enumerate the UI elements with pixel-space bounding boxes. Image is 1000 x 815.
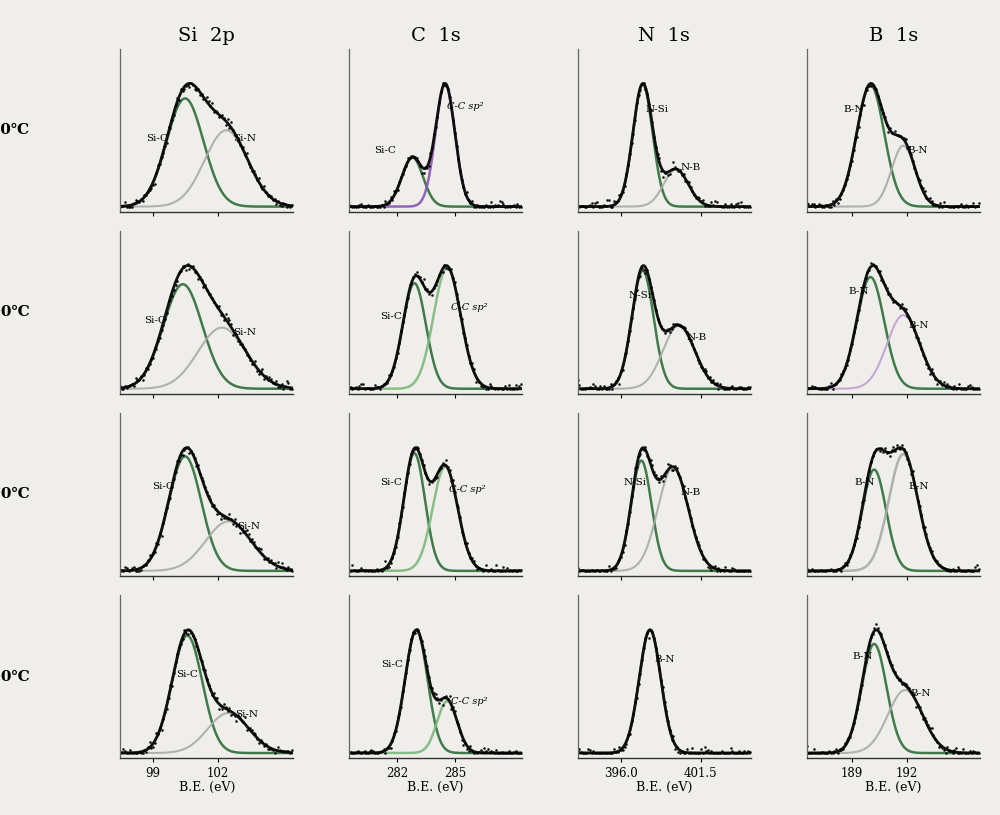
Text: Si-C: Si-C [144, 315, 166, 324]
Text: N-B: N-B [680, 488, 701, 497]
X-axis label: B.E. (eV): B.E. (eV) [636, 782, 693, 795]
Text: B-N: B-N [909, 320, 929, 329]
Text: Si-N: Si-N [233, 134, 256, 143]
Title: C  1s: C 1s [411, 27, 460, 45]
X-axis label: B.E. (eV): B.E. (eV) [865, 782, 921, 795]
Text: N-Si: N-Si [624, 478, 647, 487]
Text: N-B: N-B [686, 333, 706, 342]
Title: B  1s: B 1s [869, 27, 918, 45]
Text: Si-N: Si-N [233, 328, 256, 337]
Text: N-Si: N-Si [646, 105, 669, 114]
Text: B-N: B-N [852, 652, 873, 661]
Text: B-N: B-N [907, 146, 927, 155]
Text: B-N: B-N [843, 105, 864, 114]
Text: Si-C: Si-C [380, 478, 402, 487]
Text: N-B: N-B [680, 163, 701, 172]
Text: Si-C: Si-C [146, 134, 168, 143]
Text: Si-C: Si-C [176, 670, 198, 679]
Text: C-C sp²: C-C sp² [451, 697, 487, 707]
X-axis label: B.E. (eV): B.E. (eV) [179, 782, 235, 795]
Title: Si  2p: Si 2p [178, 27, 235, 45]
Text: Si-C: Si-C [382, 660, 403, 669]
Text: Si-C: Si-C [374, 146, 396, 155]
X-axis label: B.E. (eV): B.E. (eV) [407, 782, 464, 795]
Text: B-N: B-N [909, 482, 929, 491]
Title: N  1s: N 1s [638, 27, 690, 45]
Text: Si-C: Si-C [380, 312, 402, 321]
Text: C-C sp²: C-C sp² [451, 303, 487, 312]
Text: B-N: B-N [849, 288, 869, 297]
Text: Si-C: Si-C [153, 482, 174, 491]
Text: C-C sp²: C-C sp² [447, 102, 484, 111]
Text: B-N: B-N [854, 478, 875, 487]
Text: Si-N: Si-N [235, 710, 258, 719]
Text: 1100℃: 1100℃ [0, 306, 30, 319]
Text: Si-N: Si-N [237, 522, 260, 531]
Text: B-N: B-N [654, 655, 675, 664]
Text: 1600℃: 1600℃ [0, 670, 30, 684]
Text: N-Si: N-Si [628, 291, 651, 300]
Text: 800℃: 800℃ [0, 123, 30, 137]
Text: 1400℃: 1400℃ [0, 487, 30, 501]
Text: B-N: B-N [911, 689, 931, 698]
Text: C-C sp²: C-C sp² [449, 486, 486, 495]
